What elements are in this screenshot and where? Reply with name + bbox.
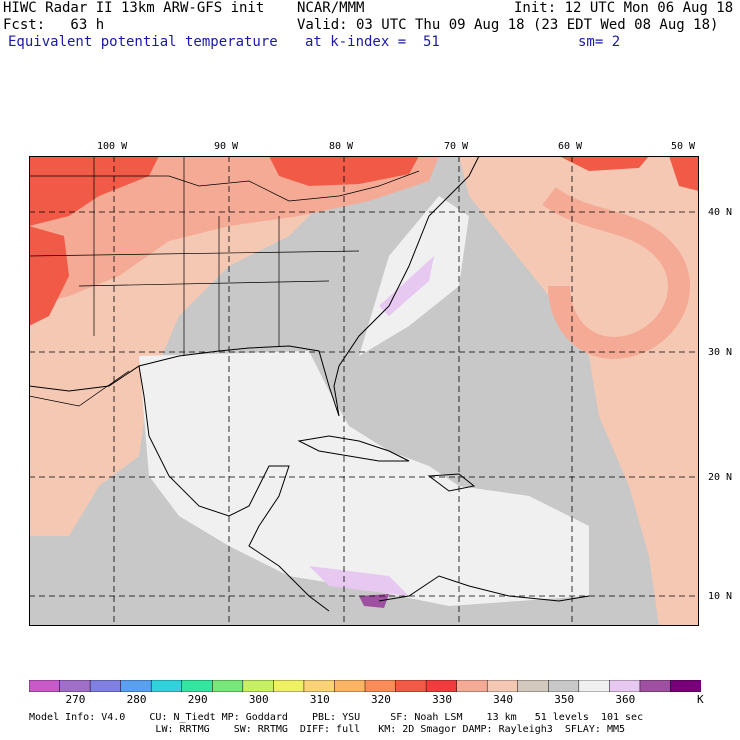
colorbar-label: 280 [126, 693, 147, 706]
colorbar-label: 360 [615, 693, 636, 706]
colorbar-label: 290 [187, 693, 208, 706]
political-borders [29, 156, 420, 407]
far-northeast-hot-patch [669, 156, 699, 191]
forecast-hour: Fcst: 63 h [3, 17, 105, 33]
colorbar-swatch [639, 680, 672, 692]
cuba [297, 435, 410, 462]
model-info-line2: LW: RRTMG SW: RRTMG DIFF: full KM: 2D Sm… [29, 724, 626, 735]
lat-label-40n: 40 N [708, 207, 733, 218]
lon-label-50w: 50 W [671, 141, 696, 152]
mexico-coast [138, 365, 330, 612]
colorbar-swatch [212, 680, 244, 692]
atlantic-purple-patch [379, 256, 434, 316]
field-name: Equivalent potential temperature [8, 34, 278, 50]
atlantic-ridge-band [542, 186, 690, 359]
caribbean-purple-patch [309, 566, 409, 596]
colorbar-swatch [486, 680, 519, 692]
map-border [29, 156, 699, 626]
colorbar-label: 300 [248, 693, 269, 706]
colorbar-swatch [181, 680, 214, 692]
theta-e-map [29, 156, 699, 626]
lat-label-10n: 10 N [708, 591, 733, 602]
colorbar-swatch [89, 680, 122, 692]
lat-label-30n: 30 N [708, 347, 733, 358]
us-canada-border [29, 170, 420, 202]
northern-warm-band [29, 156, 439, 306]
colorbar-swatch [548, 680, 580, 692]
state-lines-horizontal-1 [29, 250, 360, 257]
lat-label-20n: 20 N [708, 472, 733, 483]
valid-time: Valid: 03 UTC Thu 09 Aug 18 (23 EDT Wed … [297, 17, 719, 33]
hispaniola [427, 473, 476, 492]
colorbar-label: 320 [371, 693, 391, 706]
lon-label-90w: 90 W [214, 141, 239, 152]
colorbar-swatch [395, 680, 427, 692]
colorbar-swatch [273, 680, 305, 692]
coastlines [29, 156, 590, 612]
us-mexico-border [29, 370, 130, 407]
colorbar-swatch [609, 680, 641, 692]
latlon-grid [29, 156, 699, 626]
colorbar-swatch [425, 680, 458, 692]
west-edge-hot-band [29, 226, 69, 326]
colorbar-swatch [120, 680, 152, 692]
colorbar-swatch [334, 680, 366, 692]
colorbar-swatch [150, 680, 183, 692]
dark-purple-patch [359, 594, 389, 608]
colorbar-swatch [303, 680, 336, 692]
level-label: at k-index = 51 [305, 34, 440, 50]
colorbar-swatch [517, 680, 550, 692]
colorbar-label: 330 [432, 693, 452, 706]
model-info-line1: Model Info: V4.0 CU: N_Tiedt MP: Goddard… [29, 712, 644, 723]
colorbar [29, 680, 701, 692]
northeast-hot-patch [559, 156, 649, 171]
colorbar-swatch [578, 680, 611, 692]
atlantic-warm-swirl [459, 156, 699, 626]
lon-label-80w: 80 W [329, 141, 354, 152]
organization-label: NCAR/MMM [297, 0, 365, 16]
lon-label-100w: 100 W [97, 141, 128, 152]
lon-label-60w: 60 W [558, 141, 583, 152]
gulf-caribbean-cool-field [139, 351, 589, 606]
colorbar-swatch [456, 680, 488, 692]
us-gulf-coast [29, 156, 480, 417]
colorbar-label: 350 [554, 693, 575, 706]
colorbar-swatch [29, 680, 61, 692]
colorbar-swatch [670, 680, 701, 692]
colorbar-swatch [59, 680, 91, 692]
colorbar-label: 310 [309, 693, 330, 706]
lon-label-70w: 70 W [444, 141, 469, 152]
colorbar-label: 270 [65, 693, 86, 706]
colorbar-unit: K [697, 693, 704, 706]
state-lines-horizontal-2 [78, 280, 330, 287]
smoothing-label: sm= 2 [578, 34, 621, 50]
colorbar-label: 340 [493, 693, 514, 706]
colorbar-swatch [364, 680, 397, 692]
init-time: Init: 12 UTC Mon 06 Aug 18 [514, 0, 734, 16]
colorbar-swatch [242, 680, 275, 692]
model-title: HIWC Radar II 13km ARW-GFS init [3, 0, 265, 16]
